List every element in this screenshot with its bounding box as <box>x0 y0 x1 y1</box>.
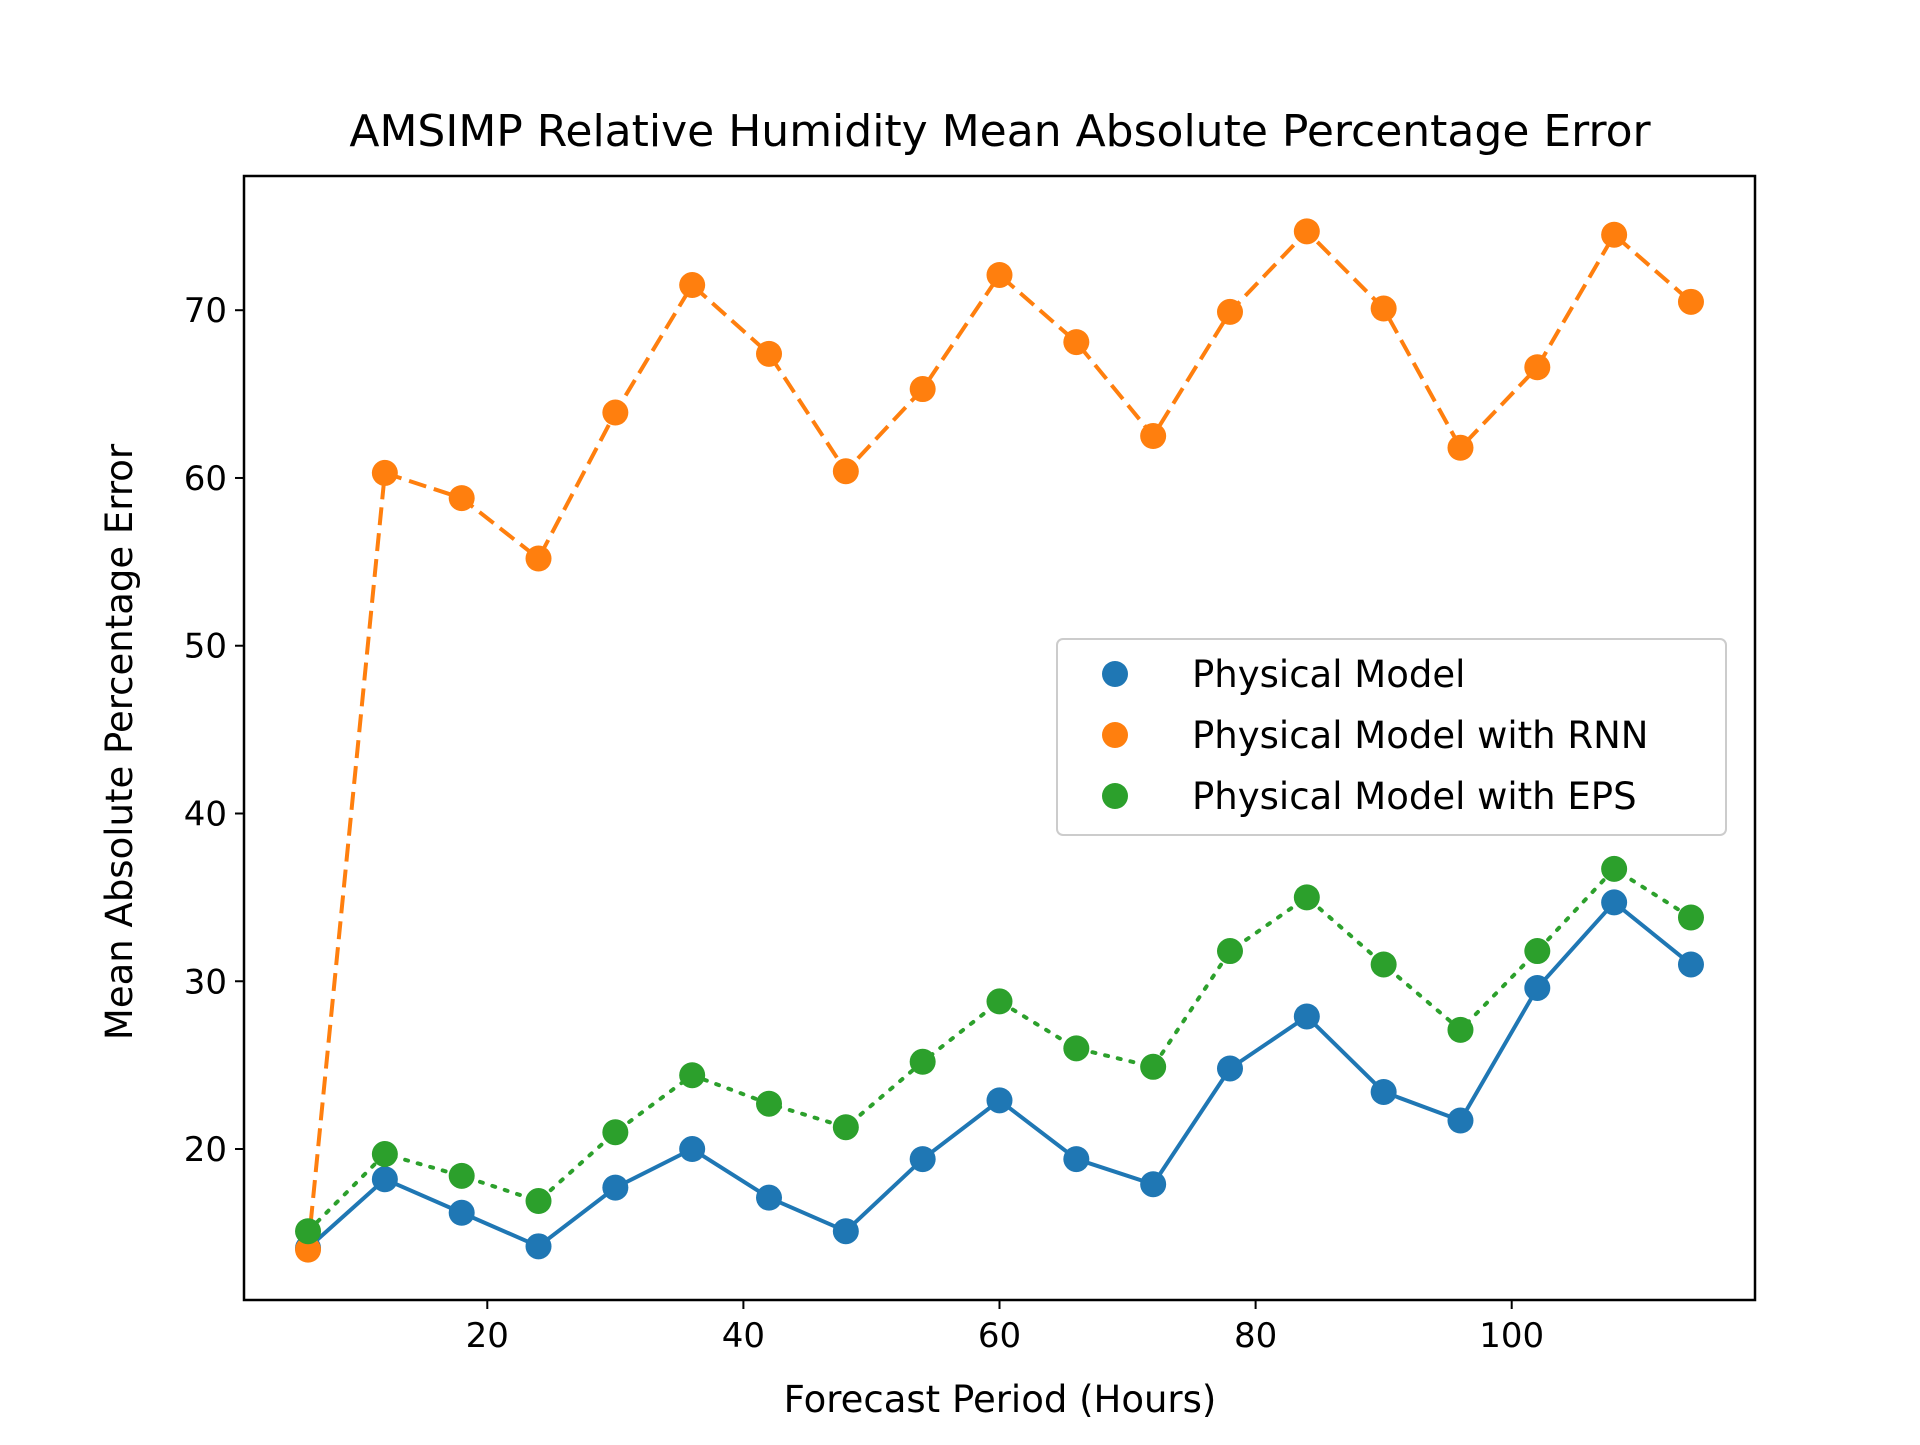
data-point-series-3 <box>1063 1035 1090 1062</box>
data-point-series-3 <box>1677 904 1704 931</box>
data-point-series-3 <box>1293 884 1320 911</box>
data-point-series-2 <box>1216 298 1243 325</box>
data-point-series-1 <box>1140 1171 1167 1198</box>
data-point-series-2 <box>1293 218 1320 245</box>
y-tick-label: 20 <box>184 1130 227 1170</box>
data-point-series-2 <box>1447 434 1474 461</box>
data-point-series-1 <box>1524 974 1551 1001</box>
data-point-series-3 <box>295 1218 322 1245</box>
y-tick-label: 60 <box>184 459 227 499</box>
x-axis-label: Forecast Period (Hours) <box>784 1378 1217 1421</box>
legend-box <box>1056 638 1727 836</box>
legend-marker <box>1102 783 1128 809</box>
data-point-series-2 <box>525 545 552 572</box>
legend-label: Physical Model with EPS <box>1192 775 1637 818</box>
data-point-series-2 <box>1524 354 1551 381</box>
data-point-series-2 <box>1601 221 1628 248</box>
data-point-series-3 <box>679 1062 706 1089</box>
x-tick-label: 100 <box>1479 1316 1544 1356</box>
legend: Physical Model Physical Model with RNN Phy… <box>1056 638 1727 836</box>
data-point-series-1 <box>371 1166 398 1193</box>
data-point-series-3 <box>1216 938 1243 965</box>
data-point-series-1 <box>1063 1146 1090 1173</box>
data-point-series-1 <box>1601 889 1628 916</box>
data-point-series-2 <box>295 1236 322 1263</box>
data-point-series-2 <box>756 340 783 367</box>
data-point-series-2 <box>832 458 859 485</box>
data-point-series-1 <box>525 1233 552 1260</box>
plot-frame <box>242 174 1757 1302</box>
data-point-series-2 <box>1063 329 1090 356</box>
data-point-series-3 <box>832 1114 859 1141</box>
legend-label: Physical Model <box>1192 653 1465 696</box>
data-point-series-2 <box>986 261 1013 288</box>
data-point-series-3 <box>1370 951 1397 978</box>
data-point-series-1 <box>756 1184 783 1211</box>
y-axis-label: Mean Absolute Percentage Error <box>98 443 141 1040</box>
data-point-series-1 <box>679 1136 706 1163</box>
data-point-series-1 <box>1677 951 1704 978</box>
data-point-series-3 <box>1601 855 1628 882</box>
data-point-series-1 <box>1293 1003 1320 1030</box>
data-point-series-1 <box>1370 1078 1397 1105</box>
data-point-series-3 <box>371 1141 398 1168</box>
data-point-series-2 <box>679 272 706 299</box>
data-point-series-2 <box>371 459 398 486</box>
data-point-series-3 <box>602 1119 629 1146</box>
y-tick-label: 70 <box>184 291 227 331</box>
legend-marker <box>1102 722 1128 748</box>
data-point-series-1 <box>602 1174 629 1201</box>
x-tick-label: 20 <box>466 1316 509 1356</box>
data-point-series-2 <box>1370 295 1397 322</box>
data-point-series-1 <box>448 1199 475 1226</box>
data-point-series-3 <box>448 1162 475 1189</box>
y-tick-label: 50 <box>184 627 227 667</box>
data-point-series-3 <box>1140 1053 1167 1080</box>
legend-label: Physical Model with RNN <box>1192 714 1648 757</box>
data-point-series-1 <box>832 1218 859 1245</box>
data-point-series-3 <box>525 1188 552 1215</box>
x-tick-label: 80 <box>1234 1316 1277 1356</box>
data-point-series-2 <box>1140 423 1167 450</box>
y-tick-label: 40 <box>184 794 227 834</box>
x-tick-label: 60 <box>978 1316 1021 1356</box>
data-point-series-3 <box>1447 1016 1474 1043</box>
data-point-series-3 <box>986 988 1013 1015</box>
y-tick-label: 30 <box>184 962 227 1002</box>
data-point-series-1 <box>1447 1107 1474 1134</box>
data-point-series-3 <box>909 1048 936 1075</box>
data-point-series-3 <box>1524 938 1551 965</box>
data-point-series-3 <box>756 1090 783 1117</box>
data-point-series-1 <box>909 1146 936 1173</box>
legend-marker <box>1102 661 1128 687</box>
data-point-series-2 <box>448 485 475 512</box>
data-point-series-1 <box>986 1087 1013 1114</box>
plot-area: 20 40 60 80 100 20 30 40 50 60 70 <box>184 174 1757 1356</box>
data-point-series-1 <box>1216 1055 1243 1082</box>
data-point-series-2 <box>909 376 936 403</box>
x-tick-label: 40 <box>722 1316 765 1356</box>
data-point-series-2 <box>602 399 629 426</box>
data-point-series-2 <box>1677 288 1704 315</box>
chart-title: AMSIMP Relative Humidity Mean Absolute P… <box>349 106 1651 157</box>
